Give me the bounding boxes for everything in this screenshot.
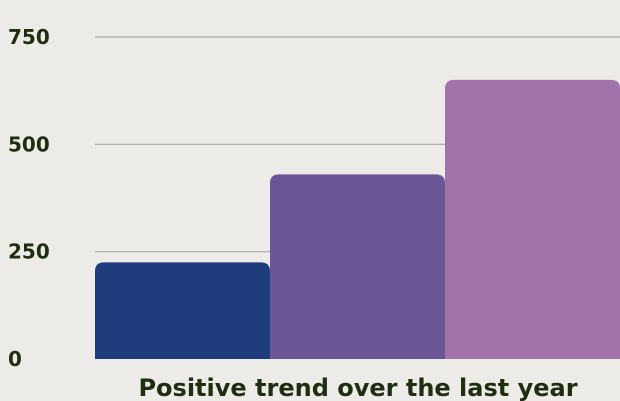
y-tick-label-750: 750 xyxy=(8,25,50,49)
bars xyxy=(95,79,620,359)
y-tick-label-250: 250 xyxy=(8,240,50,264)
bar-1 xyxy=(95,262,270,359)
bar-2 xyxy=(270,174,445,359)
y-tick-label-0: 0 xyxy=(8,347,22,371)
x-axis-label: Positive trend over the last year xyxy=(138,374,577,401)
y-tick-label-500: 500 xyxy=(8,132,50,156)
bar-3 xyxy=(445,79,620,359)
y-axis-tick-labels: 0 250 500 750 xyxy=(8,25,50,371)
